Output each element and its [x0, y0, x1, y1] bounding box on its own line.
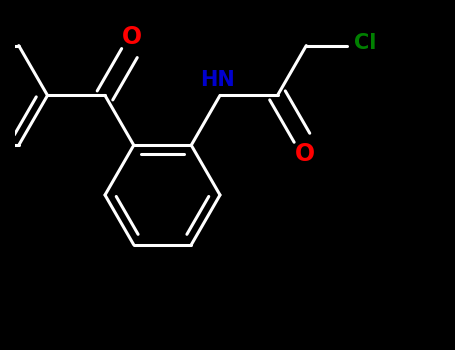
- Text: O: O: [122, 25, 142, 49]
- Text: O: O: [294, 142, 314, 166]
- Text: Cl: Cl: [354, 33, 376, 53]
- Text: HN: HN: [200, 70, 235, 90]
